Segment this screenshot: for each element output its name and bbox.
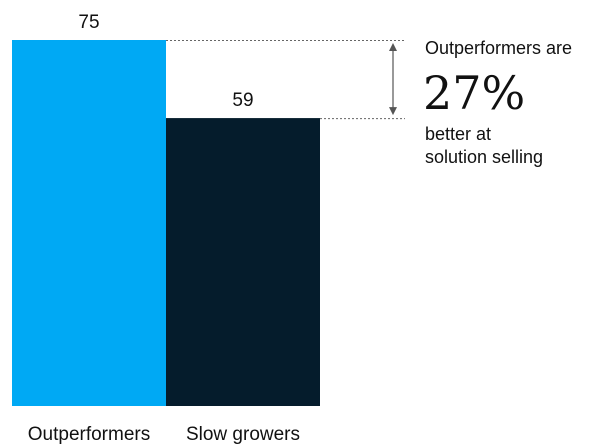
difference-arrow (389, 43, 397, 116)
annotation-line-3: solution selling (425, 147, 543, 167)
value-label: 59 (232, 90, 253, 111)
bar-outperformers (12, 40, 166, 406)
annotation: Outperformers are 27% better at solution… (423, 38, 572, 167)
value-label: 75 (78, 12, 99, 33)
category-label: Slow growers (186, 424, 300, 444)
annotation-percentage: 27% (423, 66, 525, 120)
annotation-line-1: Outperformers are (425, 38, 572, 58)
annotation-line-2: better at (425, 124, 491, 144)
category-label: Outperformers (28, 424, 150, 444)
bar-slow-growers (166, 118, 320, 406)
